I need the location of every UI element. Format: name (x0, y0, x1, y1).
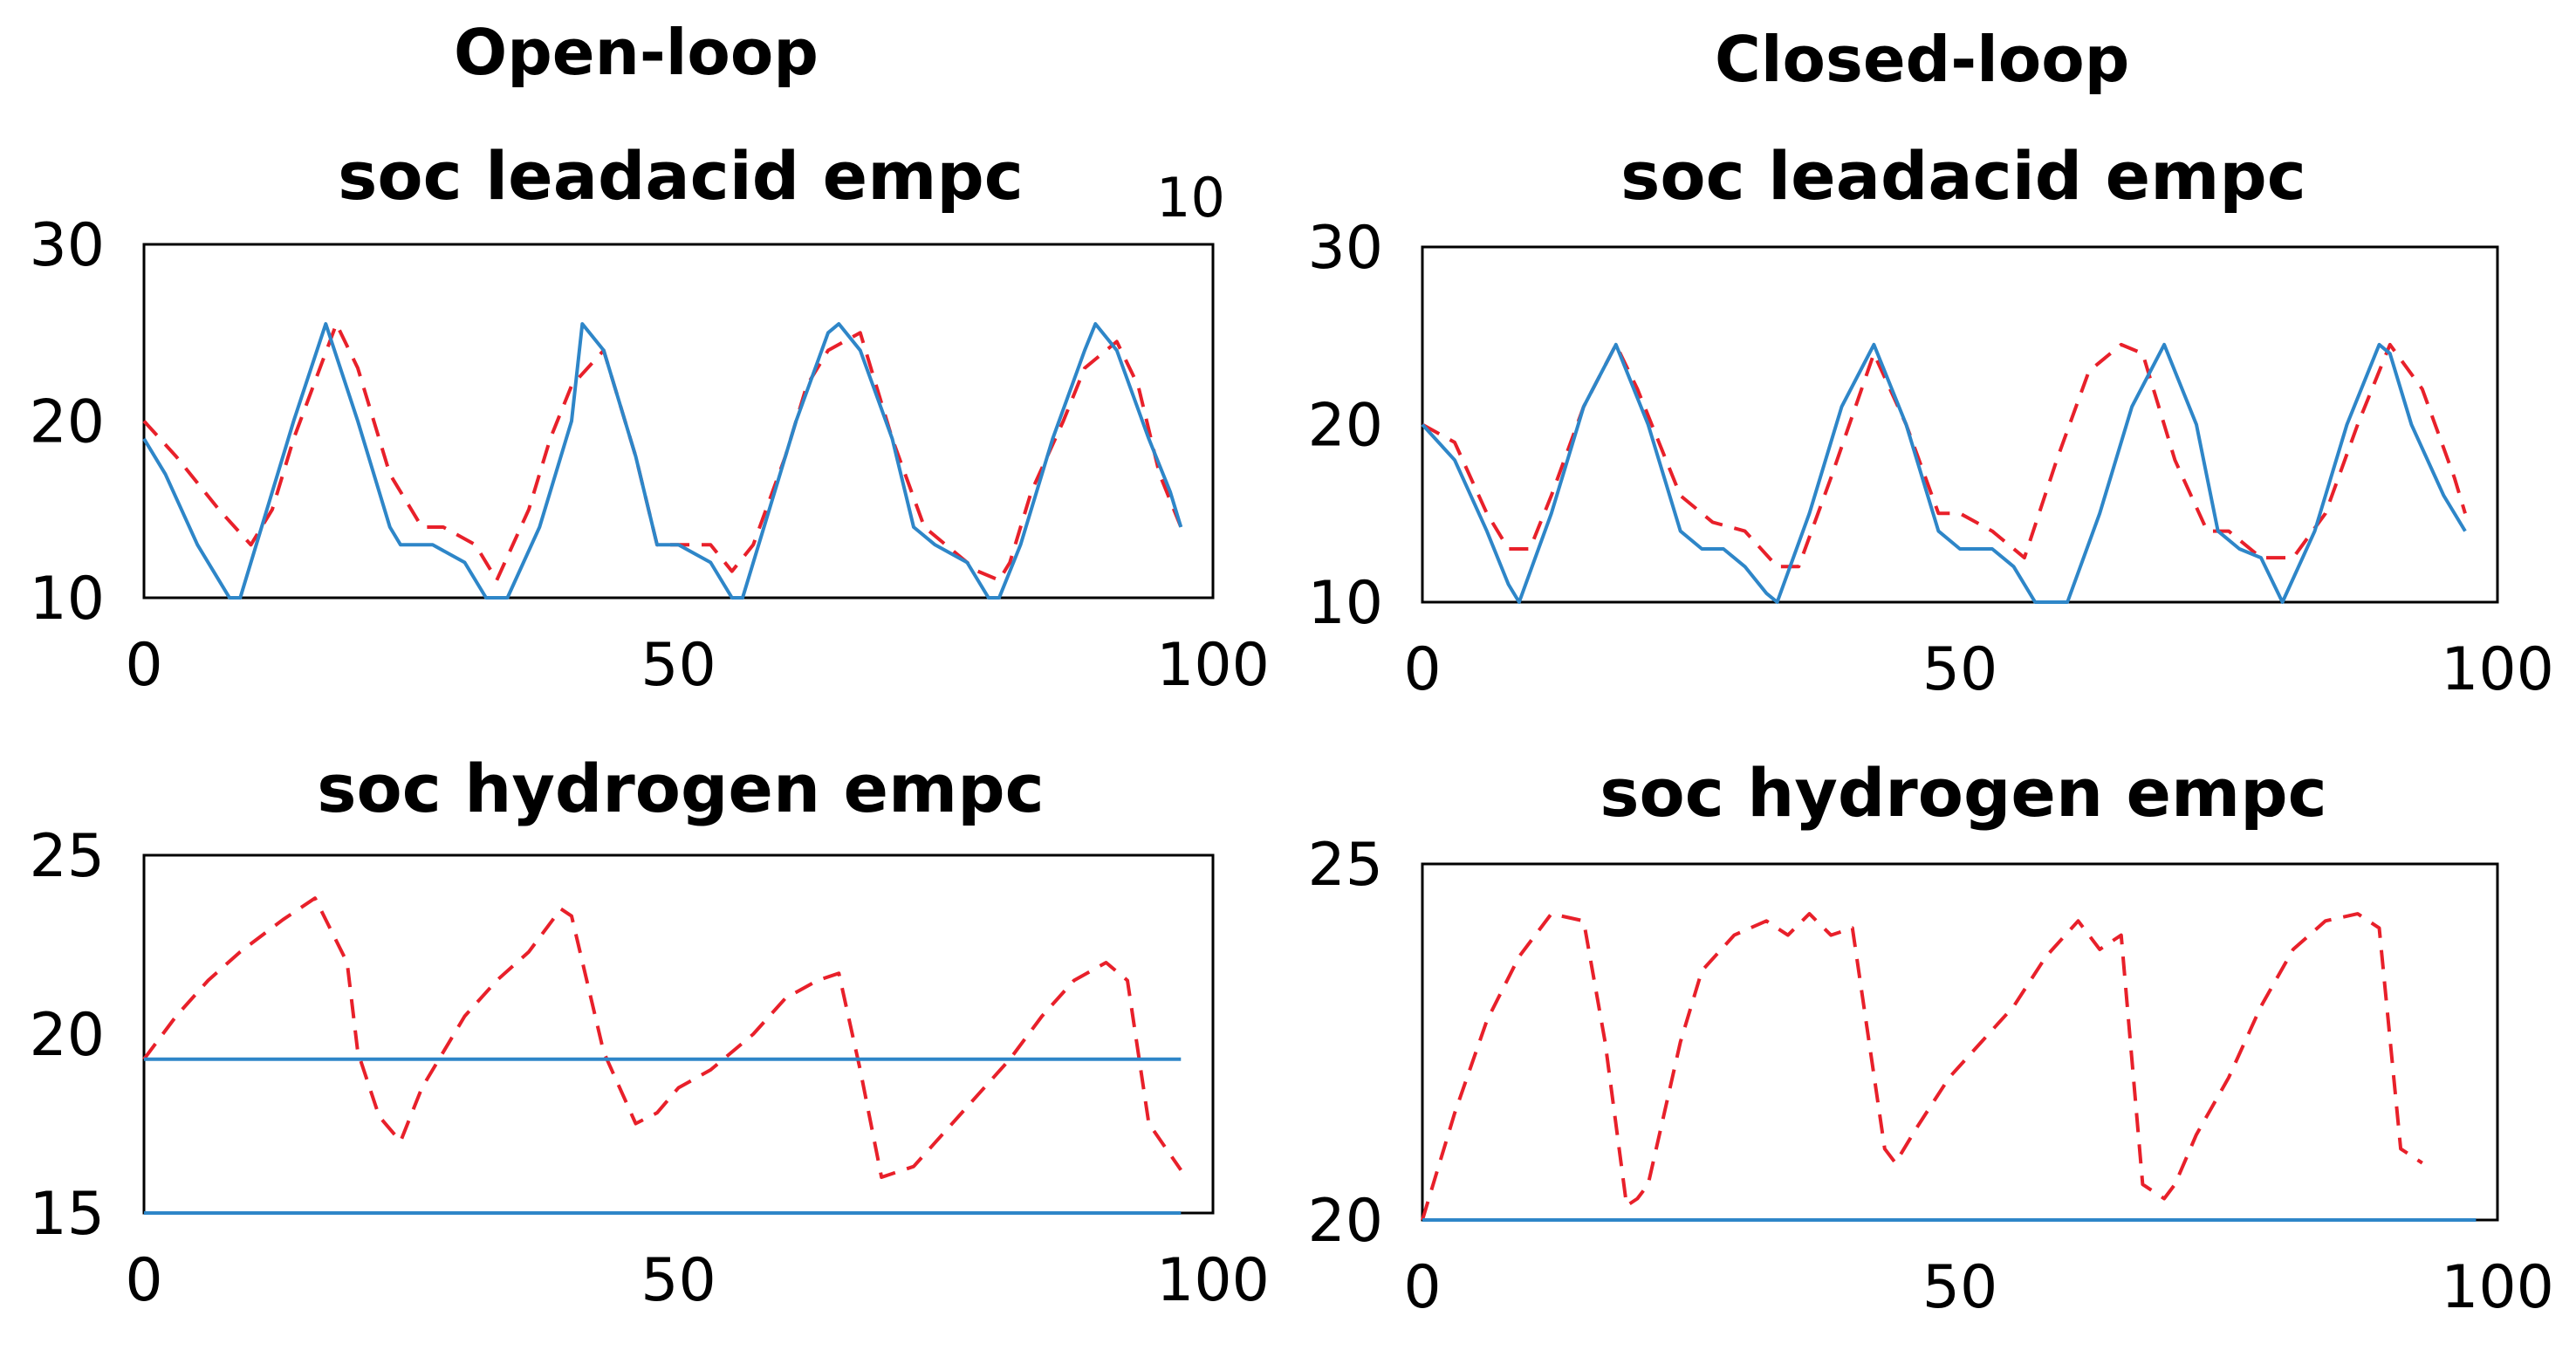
x-tick-label: 100 (2441, 1253, 2554, 1322)
y-tick-label: 10 (1307, 569, 1383, 638)
y-tick-label: 25 (1307, 831, 1383, 900)
x-tick-label: 50 (641, 631, 716, 700)
y-tick-label: 15 (29, 1180, 105, 1249)
chart-title: soc leadacid empc (1620, 137, 2306, 215)
x-tick-label: 100 (2441, 635, 2554, 704)
x-tick-label: 0 (125, 631, 162, 700)
series-actual-line (142, 322, 1183, 600)
open-loop-heading: Open-loop (454, 16, 819, 89)
closed-loop-heading: Closed-loop (1715, 23, 2130, 96)
x-tick-label: 50 (1922, 635, 1998, 704)
x-tick-label: 0 (1403, 635, 1441, 704)
y-tick-label: 10 (29, 565, 105, 634)
x-tick-label: 0 (1403, 1253, 1441, 1322)
y-tick-label: 30 (1307, 214, 1383, 283)
y-tick-label: 20 (1307, 392, 1383, 461)
y-tick-label: 30 (29, 211, 105, 280)
y-tick-label: 25 (29, 822, 105, 891)
x-tick-label: 50 (1922, 1253, 1998, 1322)
chart-title: soc hydrogen empc (1600, 754, 2326, 832)
series-reference-line (142, 896, 1182, 1179)
chart-title: soc hydrogen empc (317, 750, 1044, 827)
axis-exponent-label: 10 (1156, 166, 1225, 230)
y-tick-label: 20 (1307, 1187, 1383, 1256)
y-tick-label: 20 (29, 1001, 105, 1070)
plot-frame (1421, 862, 2499, 1222)
x-tick-label: 50 (641, 1246, 716, 1315)
series-reference-line (1421, 912, 2423, 1221)
chart-title: soc leadacid empc (338, 137, 1024, 215)
y-tick-label: 20 (29, 388, 105, 457)
x-tick-label: 0 (125, 1246, 162, 1315)
series-actual-line (1421, 342, 2467, 604)
x-tick-label: 100 (1156, 1246, 1270, 1315)
plot-frame (142, 853, 1215, 1215)
series-reference-line (142, 322, 1183, 582)
x-tick-label: 100 (1156, 631, 1270, 700)
series-reference-line (1422, 342, 2467, 569)
